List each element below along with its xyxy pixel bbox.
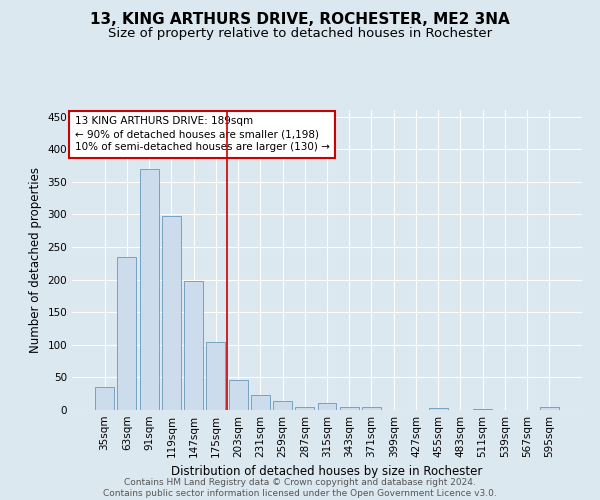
Bar	[273, 401, 292, 410]
Text: 13 KING ARTHURS DRIVE: 189sqm
← 90% of detached houses are smaller (1,198)
10% o: 13 KING ARTHURS DRIVE: 189sqm ← 90% of d…	[74, 116, 329, 152]
Bar	[184, 281, 203, 410]
Bar	[251, 395, 270, 410]
Bar	[118, 256, 136, 410]
Text: 13, KING ARTHURS DRIVE, ROCHESTER, ME2 3NA: 13, KING ARTHURS DRIVE, ROCHESTER, ME2 3…	[90, 12, 510, 28]
Bar	[162, 216, 181, 410]
Bar	[140, 168, 158, 410]
Bar	[340, 406, 359, 410]
Bar	[295, 406, 314, 410]
Bar	[95, 387, 114, 410]
Bar	[540, 408, 559, 410]
Text: Size of property relative to detached houses in Rochester: Size of property relative to detached ho…	[108, 28, 492, 40]
Bar	[229, 380, 248, 410]
Bar	[206, 342, 225, 410]
Text: Contains HM Land Registry data © Crown copyright and database right 2024.
Contai: Contains HM Land Registry data © Crown c…	[103, 478, 497, 498]
Bar	[317, 403, 337, 410]
Bar	[429, 408, 448, 410]
Y-axis label: Number of detached properties: Number of detached properties	[29, 167, 42, 353]
X-axis label: Distribution of detached houses by size in Rochester: Distribution of detached houses by size …	[172, 466, 482, 478]
Bar	[362, 408, 381, 410]
